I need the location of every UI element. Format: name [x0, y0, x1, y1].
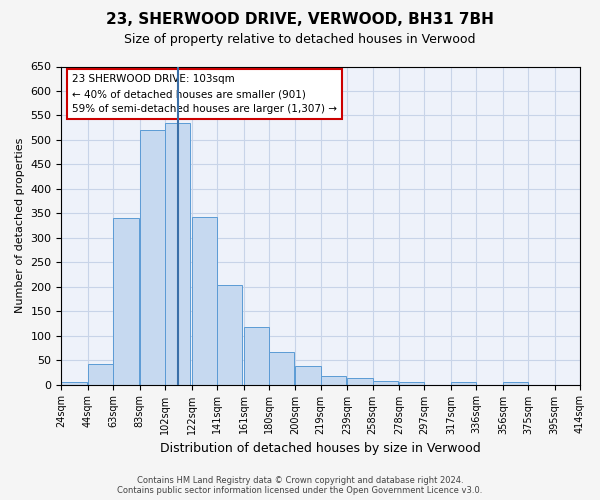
Bar	[269, 352, 294, 384]
Bar	[140, 130, 165, 384]
Bar	[451, 382, 476, 384]
Bar	[399, 382, 424, 384]
Bar	[88, 364, 113, 384]
X-axis label: Distribution of detached houses by size in Verwood: Distribution of detached houses by size …	[160, 442, 481, 455]
Text: 23, SHERWOOD DRIVE, VERWOOD, BH31 7BH: 23, SHERWOOD DRIVE, VERWOOD, BH31 7BH	[106, 12, 494, 28]
Y-axis label: Number of detached properties: Number of detached properties	[15, 138, 25, 313]
Bar	[192, 217, 217, 384]
Bar	[373, 380, 398, 384]
Bar	[244, 327, 269, 384]
Bar	[217, 285, 242, 384]
Text: Size of property relative to detached houses in Verwood: Size of property relative to detached ho…	[124, 32, 476, 46]
Bar	[113, 218, 139, 384]
Text: 23 SHERWOOD DRIVE: 103sqm
← 40% of detached houses are smaller (901)
59% of semi: 23 SHERWOOD DRIVE: 103sqm ← 40% of detac…	[72, 74, 337, 114]
Bar	[321, 376, 346, 384]
Bar	[165, 123, 190, 384]
Bar	[295, 366, 321, 384]
Bar	[61, 382, 86, 384]
Bar	[347, 378, 373, 384]
Text: Contains HM Land Registry data © Crown copyright and database right 2024.
Contai: Contains HM Land Registry data © Crown c…	[118, 476, 482, 495]
Bar	[503, 382, 528, 384]
